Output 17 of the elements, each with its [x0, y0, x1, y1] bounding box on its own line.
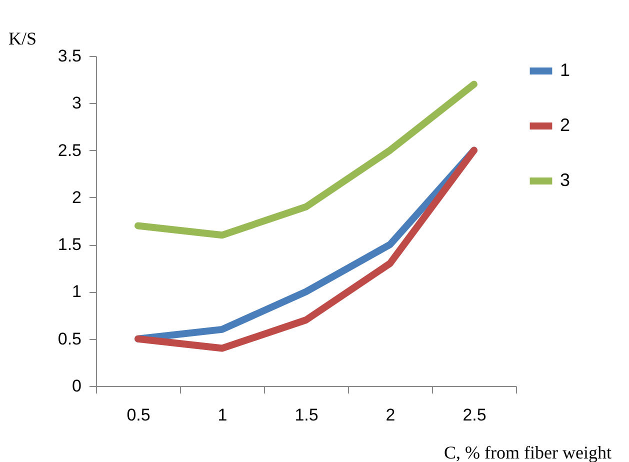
y-axis-title: K/S	[8, 28, 37, 48]
legend-label: 2	[560, 115, 570, 135]
y-tick-label: 0	[72, 376, 82, 396]
legend-label: 3	[560, 170, 570, 190]
x-tick-label: 2	[386, 406, 396, 424]
y-tick-label: 1.5	[58, 235, 82, 254]
x-tick-label: 1	[218, 406, 228, 424]
x-tick-label: 0.5	[126, 406, 150, 424]
y-tick-label: 2	[72, 188, 82, 207]
y-tick-label: 3.5	[58, 46, 82, 66]
y-tick-label: 1	[72, 282, 82, 302]
y-tick-label: 2.5	[58, 140, 82, 160]
y-tick-label: 3	[72, 94, 82, 113]
x-tick-label: 2.5	[462, 406, 486, 424]
x-tick-label: 1.5	[294, 406, 318, 424]
legend-label: 1	[560, 60, 570, 80]
y-tick-label: 0.5	[58, 329, 82, 348]
